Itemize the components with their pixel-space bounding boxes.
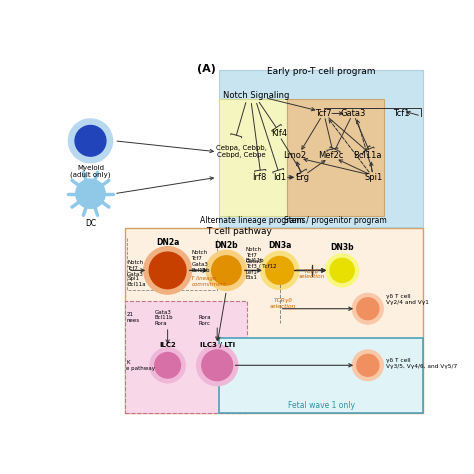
FancyBboxPatch shape [219,338,423,413]
Text: Bcl11b: Bcl11b [191,268,210,273]
Text: Notch
Tcf7
Gata3: Notch Tcf7 Gata3 [127,260,144,277]
Circle shape [357,298,379,319]
Text: Fetal wave 1 only: Fetal wave 1 only [288,401,355,410]
Text: Bcl11a: Bcl11a [354,151,382,160]
Circle shape [197,345,238,386]
Text: Stem / progenitor program: Stem / progenitor program [284,216,387,225]
Text: Tcf7: Tcf7 [315,109,332,118]
Text: Tcf1: Tcf1 [392,109,409,118]
Text: TCRβ
selection: TCRβ selection [299,269,325,279]
Text: Cebpa, Cebpb,
Cebpd, Cebpe: Cebpa, Cebpb, Cebpd, Cebpe [216,145,266,158]
Text: T cell pathway: T cell pathway [206,227,272,236]
Text: DN3a: DN3a [268,241,292,250]
Text: ILC2: ILC2 [159,342,176,348]
Circle shape [155,353,181,378]
Text: Early pro-T cell program: Early pro-T cell program [267,67,375,76]
Text: Notch
Tcf7
Gata3: Notch Tcf7 Gata3 [191,250,209,267]
Circle shape [76,179,105,209]
Text: Bcl11b
Tcf3 / Tcf12
Lef1
Ets1: Bcl11b Tcf3 / Tcf12 Lef1 Ets1 [246,258,276,281]
FancyBboxPatch shape [125,301,246,413]
Text: Alternate lineage programs: Alternate lineage programs [200,216,306,225]
Circle shape [352,293,383,324]
Text: Notch Signaling: Notch Signaling [223,91,289,100]
Circle shape [212,256,241,285]
Text: Myeloid
(adult only): Myeloid (adult only) [70,164,111,178]
FancyBboxPatch shape [125,228,423,413]
Text: Klf4: Klf4 [272,129,288,138]
Text: Gata3: Gata3 [340,109,366,118]
Circle shape [68,119,112,163]
Text: Irf8: Irf8 [252,173,267,182]
Circle shape [352,350,383,381]
Text: Id1: Id1 [273,173,286,182]
Circle shape [144,246,191,294]
Text: Rora
Rorc: Rora Rorc [199,315,211,326]
Text: Lmo2: Lmo2 [283,151,306,160]
Text: Spi1
Bcl11a: Spi1 Bcl11a [127,276,146,287]
Circle shape [150,348,185,383]
Text: DC: DC [85,219,96,228]
Text: DN2a: DN2a [156,238,179,247]
Text: 21
nees: 21 nees [127,312,140,323]
FancyBboxPatch shape [219,99,287,216]
Circle shape [75,126,106,156]
FancyBboxPatch shape [287,99,384,216]
Text: DN2b: DN2b [215,241,238,250]
Circle shape [330,258,354,283]
Text: γδ T cell
Vγ3/5, Vγ4/6, and Vγ5/7: γδ T cell Vγ3/5, Vγ4/6, and Vγ5/7 [386,358,457,369]
Circle shape [326,254,359,287]
Text: TCRγδ
selection: TCRγδ selection [270,298,297,309]
Text: T lineage
commitment: T lineage commitment [191,276,227,287]
Text: DN3b: DN3b [330,243,354,252]
Text: γδ T cell
Vγ2/4 and Vγ1: γδ T cell Vγ2/4 and Vγ1 [386,294,429,305]
Circle shape [266,256,293,284]
Text: Erg: Erg [295,173,309,182]
Text: ILC3 / LTi: ILC3 / LTi [200,342,235,348]
Text: K
e pathway: K e pathway [127,360,155,371]
Text: (A): (A) [197,64,216,74]
Circle shape [202,350,233,381]
Text: Spi1: Spi1 [364,173,383,182]
Circle shape [149,252,186,289]
Circle shape [206,250,246,291]
Circle shape [261,251,299,289]
Text: Mef2c: Mef2c [319,151,344,160]
Circle shape [357,355,379,376]
Text: Notch
Tcf7
Gata3: Notch Tcf7 Gata3 [246,247,263,264]
Text: Gata3
Bcl11b
Rora: Gata3 Bcl11b Rora [155,310,173,326]
FancyBboxPatch shape [219,70,423,227]
